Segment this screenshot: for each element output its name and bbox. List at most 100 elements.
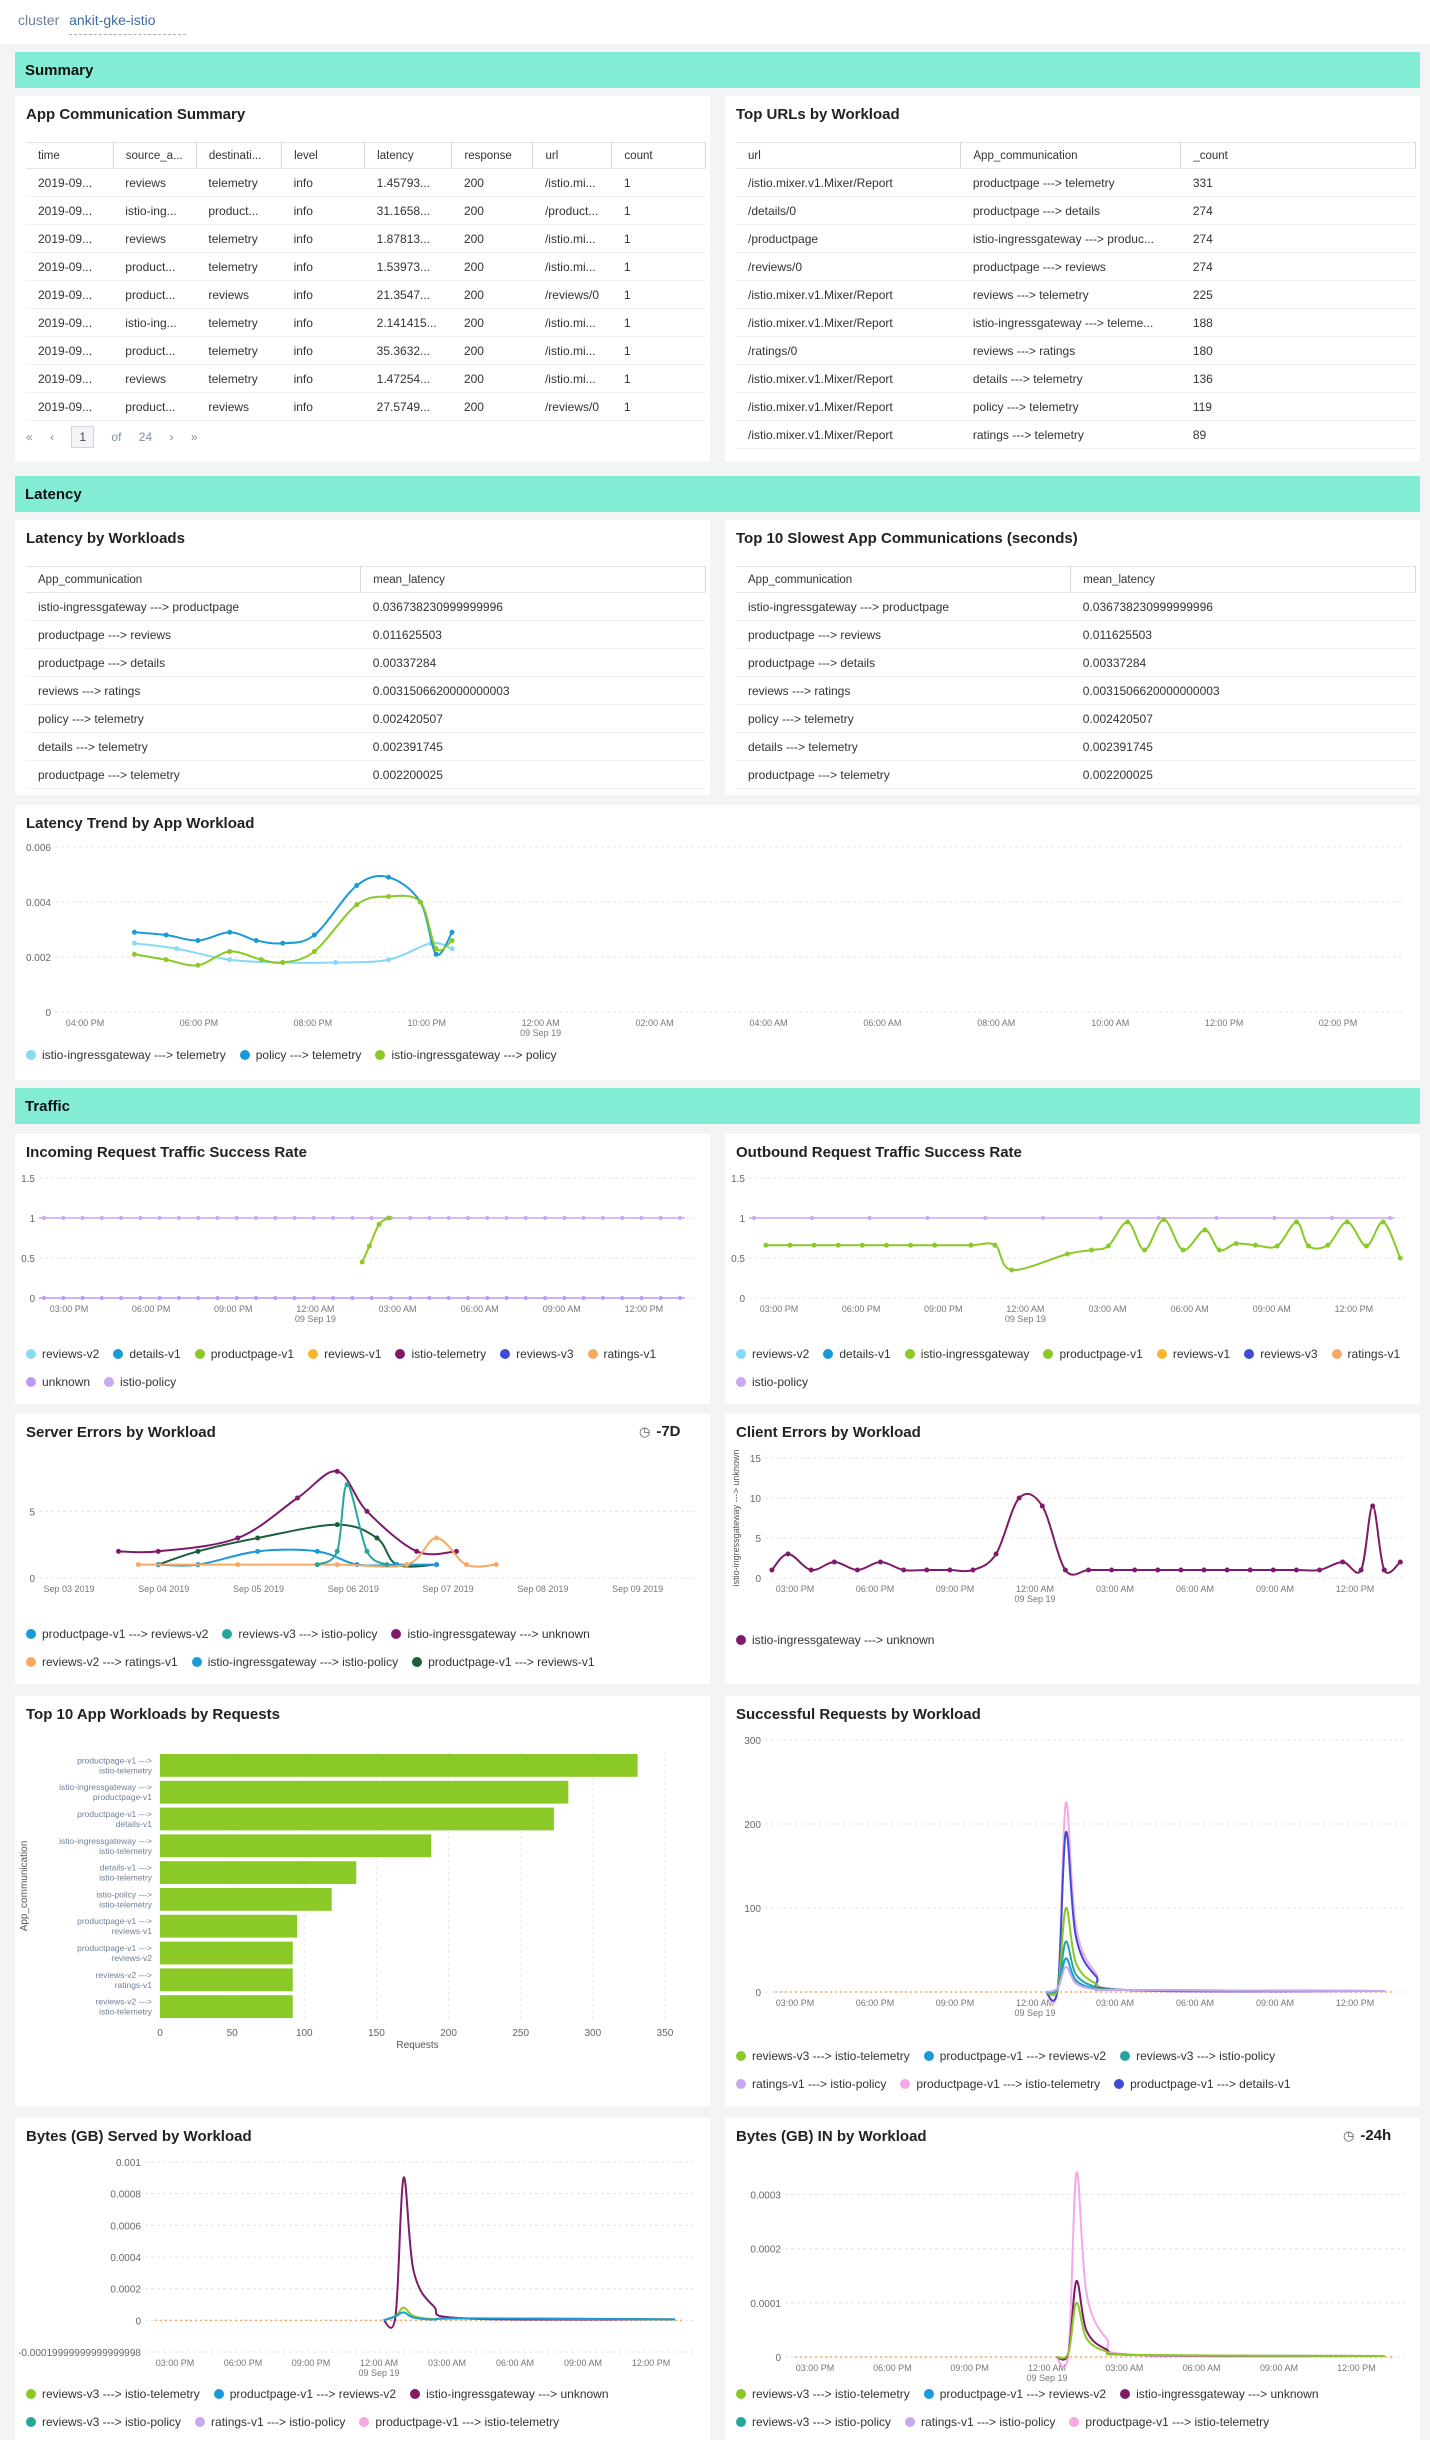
table-row[interactable]: 2019-09... reviews telemetry info 1.45793...… [26,168,706,197]
column-header[interactable]: time [26,142,114,169]
legend-item[interactable]: ratings-v1 [587,1340,656,1368]
legend-item[interactable]: istio-ingressgateway ---> unknown [391,1620,590,1648]
legend-item[interactable]: productpage-v1 ---> reviews-v2 [213,2380,396,2408]
legend-item[interactable]: productpage-v1 ---> istio-telemetry [1069,2408,1269,2436]
table-row[interactable]: productpage ---> details 0.00337284 [736,648,1416,677]
legend-item[interactable]: productpage-v1 ---> reviews-v1 [412,1648,595,1676]
table-row[interactable]: 2019-09... istio-ing... telemetry info 2.141… [26,308,706,337]
legend-item[interactable]: reviews-v3 ---> istio-policy [26,2408,181,2436]
table-row[interactable]: productpage ---> details 0.00337284 [26,648,706,677]
legend-item[interactable]: reviews-v3 [1244,1340,1318,1368]
legend-item[interactable]: reviews-v1 [308,1340,381,1368]
legend-item[interactable]: productpage-v1 ---> reviews-v2 [923,2042,1106,2070]
legend-item[interactable]: productpage-v1 ---> istio-telemetry [900,2070,1100,2098]
table-row[interactable]: 2019-09... product... reviews info 21.3547..… [26,280,706,309]
legend-item[interactable]: reviews-v3 [500,1340,574,1368]
legend-item[interactable]: unknown [26,1368,90,1396]
legend-item[interactable]: istio-telemetry [395,1340,486,1368]
first-page-button[interactable]: « [26,430,33,444]
section-traffic[interactable]: Traffic [15,1088,1420,1124]
table-row[interactable]: details ---> telemetry 0.002391745 [26,732,706,761]
table-row[interactable]: productpage ---> reviews 0.011625503 [26,620,706,649]
table-row[interactable]: details ---> telemetry 0.002391745 [736,732,1416,761]
legend-item[interactable]: ratings-v1 ---> istio-policy [195,2408,345,2436]
column-header[interactable]: _count [1180,142,1416,169]
column-header[interactable]: mean_latency [1070,566,1416,593]
table-row[interactable]: /details/0 productpage ---> details 274 [736,196,1416,225]
table-row[interactable]: productpage ---> telemetry 0.002200025 [736,760,1416,789]
table-row[interactable]: 2019-09... reviews telemetry info 1.47254...… [26,364,706,393]
table-row[interactable]: policy ---> telemetry 0.002420507 [736,704,1416,733]
legend-item[interactable]: productpage-v1 ---> details-v1 [1114,2070,1291,2098]
table-row[interactable]: policy ---> telemetry 0.002420507 [26,704,706,733]
table-row[interactable]: istio-ingressgateway ---> productpage 0.0… [736,592,1416,621]
table-row[interactable]: 2019-09... product... telemetry info 1.53973… [26,252,706,281]
column-header[interactable]: level [281,142,366,169]
time-range-badge[interactable]: ◷ -7D [639,1423,681,1440]
column-header[interactable]: url [532,142,613,169]
legend-item[interactable]: istio-ingressgateway ---> unknown [410,2380,609,2408]
legend-item[interactable]: reviews-v2 [26,1340,99,1368]
legend-item[interactable]: istio-policy [104,1368,176,1396]
legend-item[interactable]: istio-ingressgateway [904,1340,1029,1368]
table-row[interactable]: /ratings/0 reviews ---> ratings 180 [736,336,1416,365]
legend-item[interactable]: policy ---> telemetry [239,1041,361,1069]
legend-item[interactable]: ratings-v1 ---> istio-policy [736,2070,886,2098]
legend-item[interactable]: reviews-v3 ---> istio-policy [736,2408,891,2436]
table-row[interactable]: /istio.mixer.v1.Mixer/Report policy ---> … [736,392,1416,421]
cluster-value[interactable]: ankit-gke-istio [69,12,186,35]
legend-item[interactable]: productpage-v1 ---> istio-telemetry [359,2408,559,2436]
legend-item[interactable]: reviews-v1 [1156,1340,1230,1368]
table-row[interactable]: /productpage istio-ingressgateway ---> pr… [736,224,1416,253]
legend-item[interactable]: istio-ingressgateway ---> istio-policy [191,1648,398,1676]
legend-item[interactable]: reviews-v3 ---> istio-policy [1120,2042,1275,2070]
legend-item[interactable]: reviews-v2 [736,1340,809,1368]
column-header[interactable]: App_communication [736,566,1072,593]
legend-item[interactable]: details-v1 [113,1340,181,1368]
table-row[interactable]: productpage ---> reviews 0.011625503 [736,620,1416,649]
section-latency[interactable]: Latency [15,476,1420,512]
column-header[interactable]: destinati... [196,142,283,169]
legend-item[interactable]: productpage-v1 [194,1340,294,1368]
legend-item[interactable]: productpage-v1 [1043,1340,1143,1368]
legend-item[interactable]: reviews-v3 ---> istio-telemetry [736,2380,910,2408]
column-header[interactable]: source_a... [113,142,197,169]
legend-item[interactable]: reviews-v3 ---> istio-telemetry [26,2380,200,2408]
table-row[interactable]: /istio.mixer.v1.Mixer/Report istio-ingres… [736,308,1416,337]
table-row[interactable]: /istio.mixer.v1.Mixer/Report reviews --->… [736,280,1416,309]
legend-item[interactable]: ratings-v1 [1331,1340,1400,1368]
table-row[interactable]: /reviews/0 productpage ---> reviews 274 [736,252,1416,281]
column-header[interactable]: latency [364,142,453,169]
table-row[interactable]: productpage ---> telemetry 0.002200025 [26,760,706,789]
column-header[interactable]: App_communication [960,142,1182,169]
legend-item[interactable]: istio-policy [736,1368,808,1396]
legend-item[interactable]: reviews-v3 ---> istio-policy [222,1620,377,1648]
table-row[interactable]: istio-ingressgateway ---> productpage 0.0… [26,592,706,621]
legend-item[interactable]: istio-ingressgateway ---> telemetry [26,1041,226,1069]
table-row[interactable]: reviews ---> ratings 0.003150662000000000… [26,676,706,705]
column-header[interactable]: mean_latency [360,566,706,593]
column-header[interactable]: count [611,142,706,169]
page-input[interactable]: 1 [71,426,95,448]
time-range-badge[interactable]: ◷ -24h [1343,2127,1391,2144]
cluster-selector[interactable]: cluster ankit-gke-istio [18,12,186,35]
legend-item[interactable]: reviews-v3 ---> istio-telemetry [736,2042,910,2070]
table-row[interactable]: 2019-09... istio-ing... product... info 31.1… [26,196,706,225]
prev-page-button[interactable]: ‹ [50,430,55,444]
table-row[interactable]: 2019-09... product... telemetry info 35.3632… [26,336,706,365]
legend-item[interactable]: istio-ingressgateway ---> unknown [1120,2380,1319,2408]
legend-item[interactable]: ratings-v1 ---> istio-policy [905,2408,1055,2436]
table-row[interactable]: /istio.mixer.v1.Mixer/Report details --->… [736,364,1416,393]
column-header[interactable]: response [451,142,534,169]
column-header[interactable]: url [736,142,962,169]
last-page-button[interactable]: » [190,430,198,444]
legend-item[interactable]: details-v1 [823,1340,891,1368]
table-row[interactable]: 2019-09... product... reviews info 27.5749..… [26,392,706,421]
legend-item[interactable]: productpage-v1 ---> reviews-v2 [923,2380,1106,2408]
section-summary[interactable]: Summary [15,52,1420,88]
table-row[interactable]: reviews ---> ratings 0.003150662000000000… [736,676,1416,705]
legend-item[interactable]: productpage-v1 ---> reviews-v2 [26,1620,208,1648]
table-row[interactable]: /istio.mixer.v1.Mixer/Report productpage … [736,168,1416,197]
legend-item[interactable]: istio-ingressgateway ---> policy [375,1041,557,1069]
table-row[interactable]: 2019-09... reviews telemetry info 1.87813...… [26,224,706,253]
